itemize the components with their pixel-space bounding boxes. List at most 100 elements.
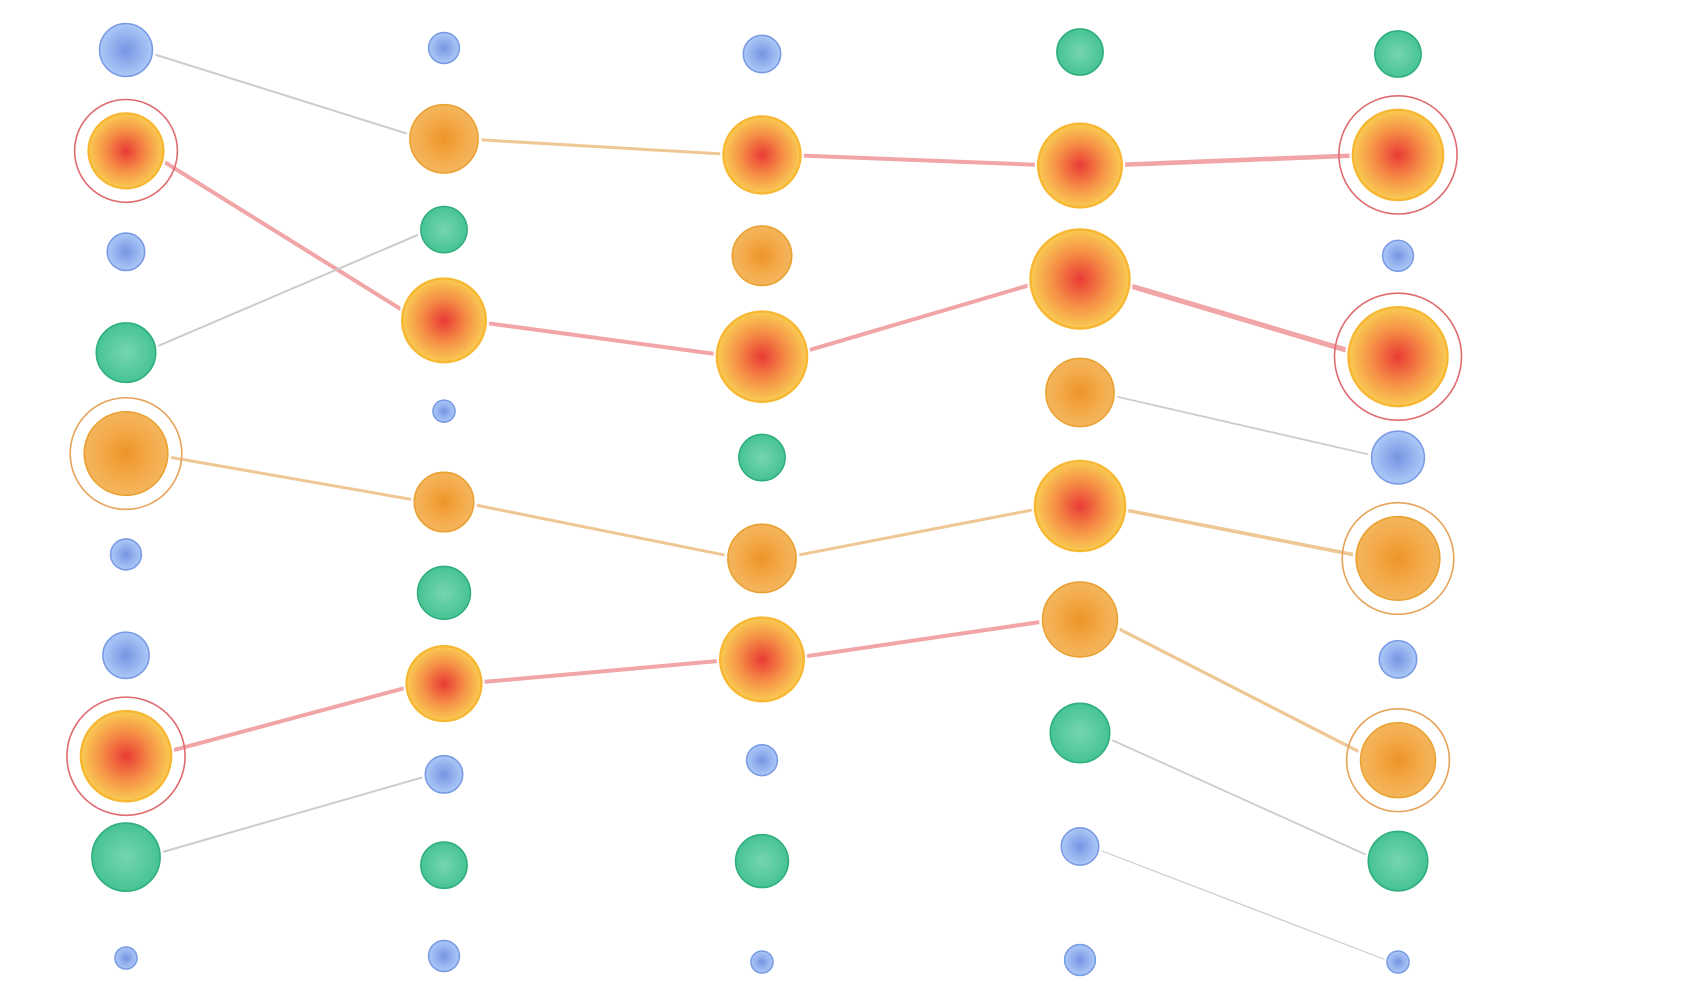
node-circle bbox=[727, 523, 797, 594]
node-circle bbox=[1036, 122, 1123, 209]
node-l2-n6 bbox=[410, 468, 478, 536]
edge-l1-n1-l2-n2 bbox=[139, 49, 425, 140]
node-l1-n7 bbox=[99, 628, 153, 682]
node-l4-n9 bbox=[1061, 941, 1099, 979]
node-l3-n7 bbox=[716, 614, 808, 705]
edge-l1-n8-l2-n8 bbox=[148, 681, 424, 759]
node-l5-n5 bbox=[1368, 427, 1428, 488]
edge-l4-n7-l5-n9 bbox=[1095, 732, 1382, 863]
node-l2-n8 bbox=[403, 642, 485, 725]
node-circle bbox=[722, 115, 802, 195]
edge-l1-n4-l2-n3 bbox=[141, 228, 432, 354]
node-circle bbox=[1351, 108, 1445, 202]
edge-l4-n6-l5-n8 bbox=[1098, 617, 1378, 762]
edge-l2-n8-l3-n7 bbox=[462, 657, 739, 686]
node-l1-n4 bbox=[92, 319, 160, 386]
node-l2-n11 bbox=[425, 937, 463, 975]
node-ring bbox=[66, 696, 186, 817]
node-circle bbox=[1359, 722, 1437, 799]
edge-l4-n4-l5-n5 bbox=[1097, 391, 1384, 459]
node-l1-n6 bbox=[107, 535, 145, 574]
edges-layer bbox=[139, 49, 1393, 963]
node-ring bbox=[1333, 292, 1463, 421]
node-l3-n2 bbox=[720, 112, 804, 197]
edge-l4-n8-l5-n10 bbox=[1089, 845, 1393, 963]
node-circle bbox=[416, 565, 472, 620]
node-l5-n3 bbox=[1379, 236, 1417, 275]
node-l5-n4 bbox=[1333, 292, 1463, 421]
node-l4-n2 bbox=[1034, 120, 1126, 211]
node-circle bbox=[1370, 430, 1426, 485]
node-l4-n4 bbox=[1042, 354, 1118, 431]
node-circle bbox=[109, 538, 143, 571]
node-circle bbox=[427, 31, 461, 65]
node-l2-n2 bbox=[406, 101, 482, 177]
node-l4-n5 bbox=[1031, 457, 1129, 555]
node-ring bbox=[1345, 708, 1451, 813]
edge-l3-n7-l4-n6 bbox=[782, 617, 1060, 662]
node-circle bbox=[1063, 943, 1097, 977]
edge-l1-n5-l2-n6 bbox=[147, 452, 428, 504]
node-l5-n7 bbox=[1375, 637, 1421, 682]
node-circle bbox=[401, 277, 488, 364]
node-l2-n10 bbox=[417, 838, 471, 892]
node-l4-n1 bbox=[1053, 25, 1107, 79]
node-circle bbox=[745, 744, 779, 777]
node-ring bbox=[1338, 94, 1458, 215]
node-circle bbox=[79, 709, 173, 803]
node-circle bbox=[1381, 239, 1415, 272]
node-ring bbox=[69, 396, 183, 511]
edge-l2-n2-l3-n2 bbox=[461, 137, 741, 157]
node-l3-n6 bbox=[724, 520, 800, 597]
node-l2-n9 bbox=[421, 752, 467, 797]
node-circle bbox=[413, 471, 475, 533]
edge-l4-n2-l5-n2 bbox=[1100, 152, 1374, 168]
node-circle bbox=[734, 833, 790, 889]
node-l1-n9 bbox=[88, 819, 164, 895]
node-circle bbox=[83, 410, 169, 497]
node-circle bbox=[719, 616, 806, 703]
node-circle bbox=[405, 644, 483, 723]
node-l2-n4 bbox=[398, 275, 490, 366]
node-l5-n9 bbox=[1364, 827, 1432, 895]
node-circle bbox=[87, 112, 165, 190]
node-ring bbox=[1341, 501, 1455, 616]
edge-l2-n4-l3-n4 bbox=[464, 318, 737, 359]
node-l4-n6 bbox=[1039, 578, 1121, 661]
node-l1-n1 bbox=[96, 20, 156, 80]
node-circle bbox=[424, 754, 464, 794]
node-circle bbox=[738, 433, 786, 482]
edge-l3-n6-l4-n5 bbox=[779, 504, 1055, 560]
node-circle bbox=[1029, 228, 1131, 330]
node-circle bbox=[102, 631, 150, 680]
node-l4-n7 bbox=[1046, 699, 1114, 767]
edge-l3-n4-l4-n3 bbox=[784, 277, 1053, 359]
node-ring bbox=[73, 98, 179, 204]
nodes-layer bbox=[66, 20, 1463, 979]
node-l3-n3 bbox=[728, 222, 796, 289]
node-l1-n2 bbox=[73, 98, 179, 204]
edge-l1-n9-l2-n9 bbox=[143, 773, 434, 859]
node-l4-n3 bbox=[1027, 226, 1133, 332]
edge-l2-n6-l3-n6 bbox=[458, 500, 744, 560]
node-l3-n9 bbox=[732, 831, 792, 892]
node-circle bbox=[91, 822, 161, 893]
node-circle bbox=[731, 225, 793, 287]
node-l3-n10 bbox=[747, 947, 777, 977]
node-l2-n5 bbox=[429, 396, 459, 426]
node-l5-n6 bbox=[1341, 501, 1455, 616]
node-l2-n1 bbox=[425, 29, 463, 67]
node-circle bbox=[427, 939, 461, 973]
node-l5-n10 bbox=[1383, 947, 1413, 977]
node-circle bbox=[750, 950, 774, 974]
node-circle bbox=[1056, 28, 1104, 76]
node-circle bbox=[1045, 357, 1115, 428]
node-circle bbox=[1355, 515, 1441, 602]
node-circle bbox=[432, 399, 456, 424]
node-l5-n1 bbox=[1371, 27, 1425, 81]
node-l1-n8 bbox=[66, 696, 186, 817]
node-circle bbox=[1378, 639, 1418, 679]
node-l5-n2 bbox=[1338, 94, 1458, 215]
node-l3-n5 bbox=[735, 430, 789, 485]
